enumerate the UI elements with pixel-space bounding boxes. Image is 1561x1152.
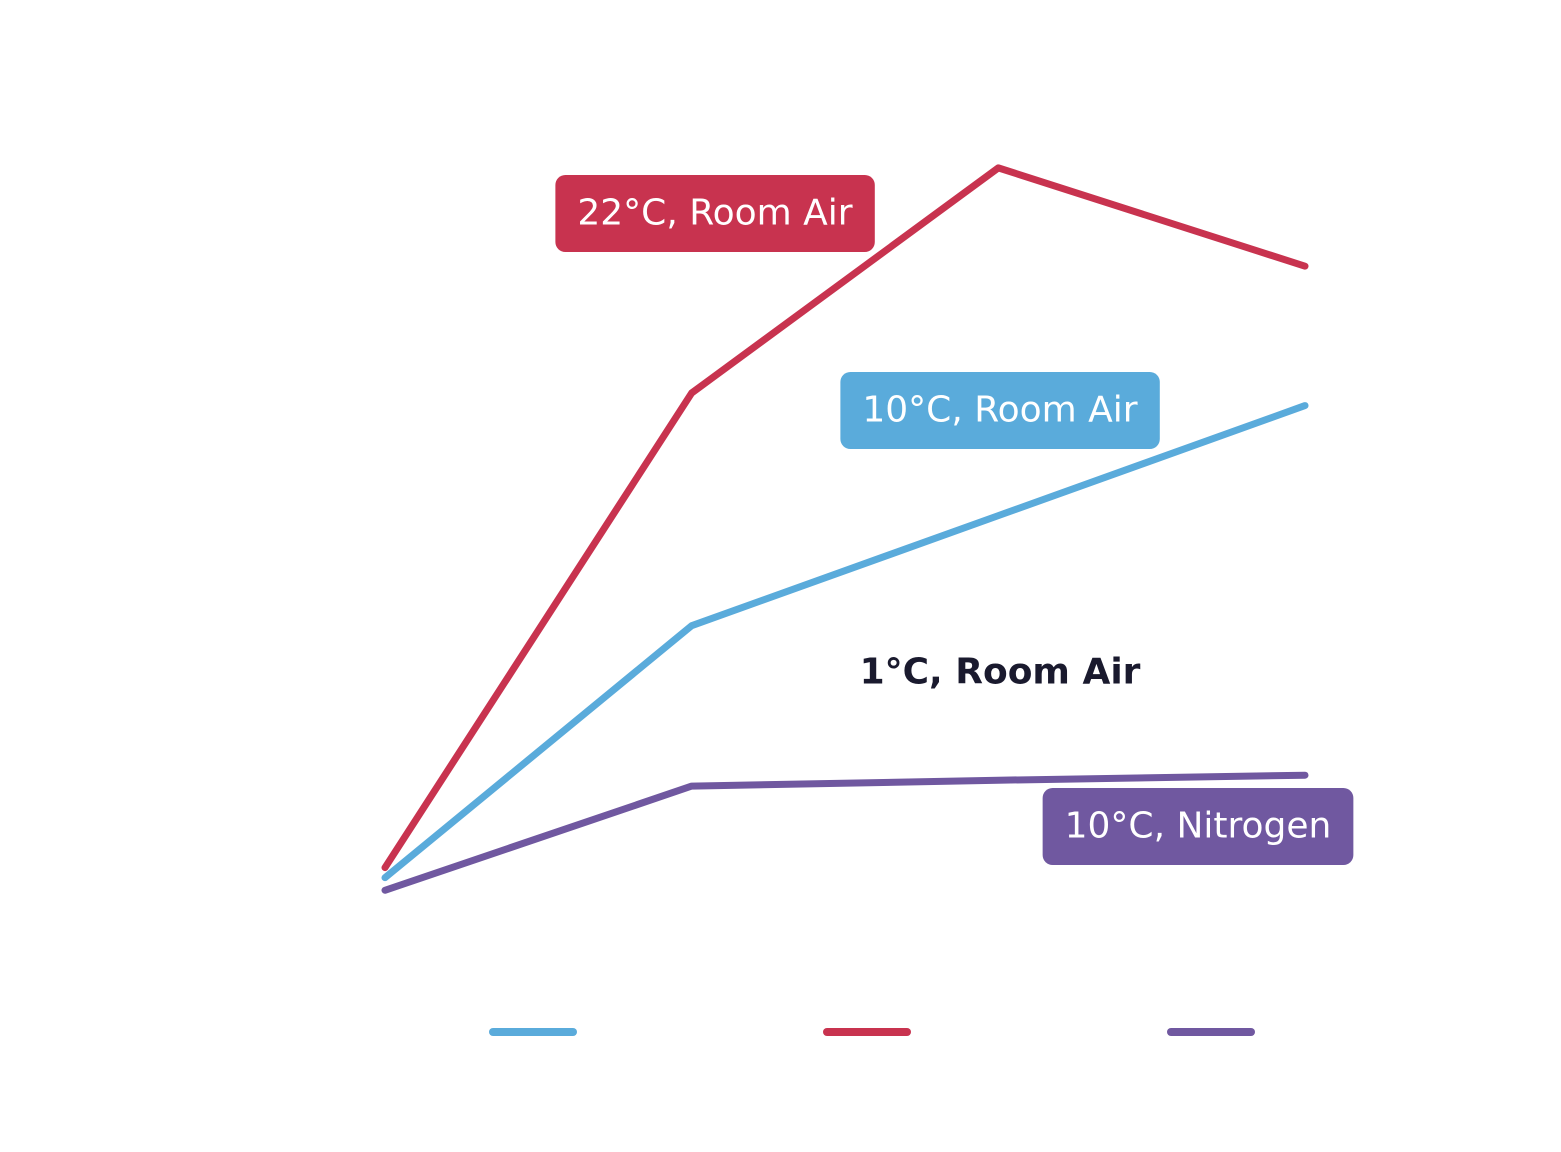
series-line xyxy=(381,402,1309,882)
series-label: 22°C, Room Air xyxy=(555,175,875,252)
series-line xyxy=(381,164,1309,872)
series-label-text: 22°C, Room Air xyxy=(577,193,852,234)
series-label: 10°C, Nitrogen xyxy=(1042,788,1354,865)
series-label-box xyxy=(555,175,875,252)
series-label-box xyxy=(840,372,1160,449)
series-line xyxy=(381,771,1309,894)
series-label: 10°C, Room Air xyxy=(840,372,1160,449)
annotation: 1°C, Room Air xyxy=(860,652,1141,693)
series-label-text: 10°C, Nitrogen xyxy=(1065,806,1332,847)
series-label-box xyxy=(1042,788,1354,865)
series-label-text: 10°C, Room Air xyxy=(862,390,1137,431)
